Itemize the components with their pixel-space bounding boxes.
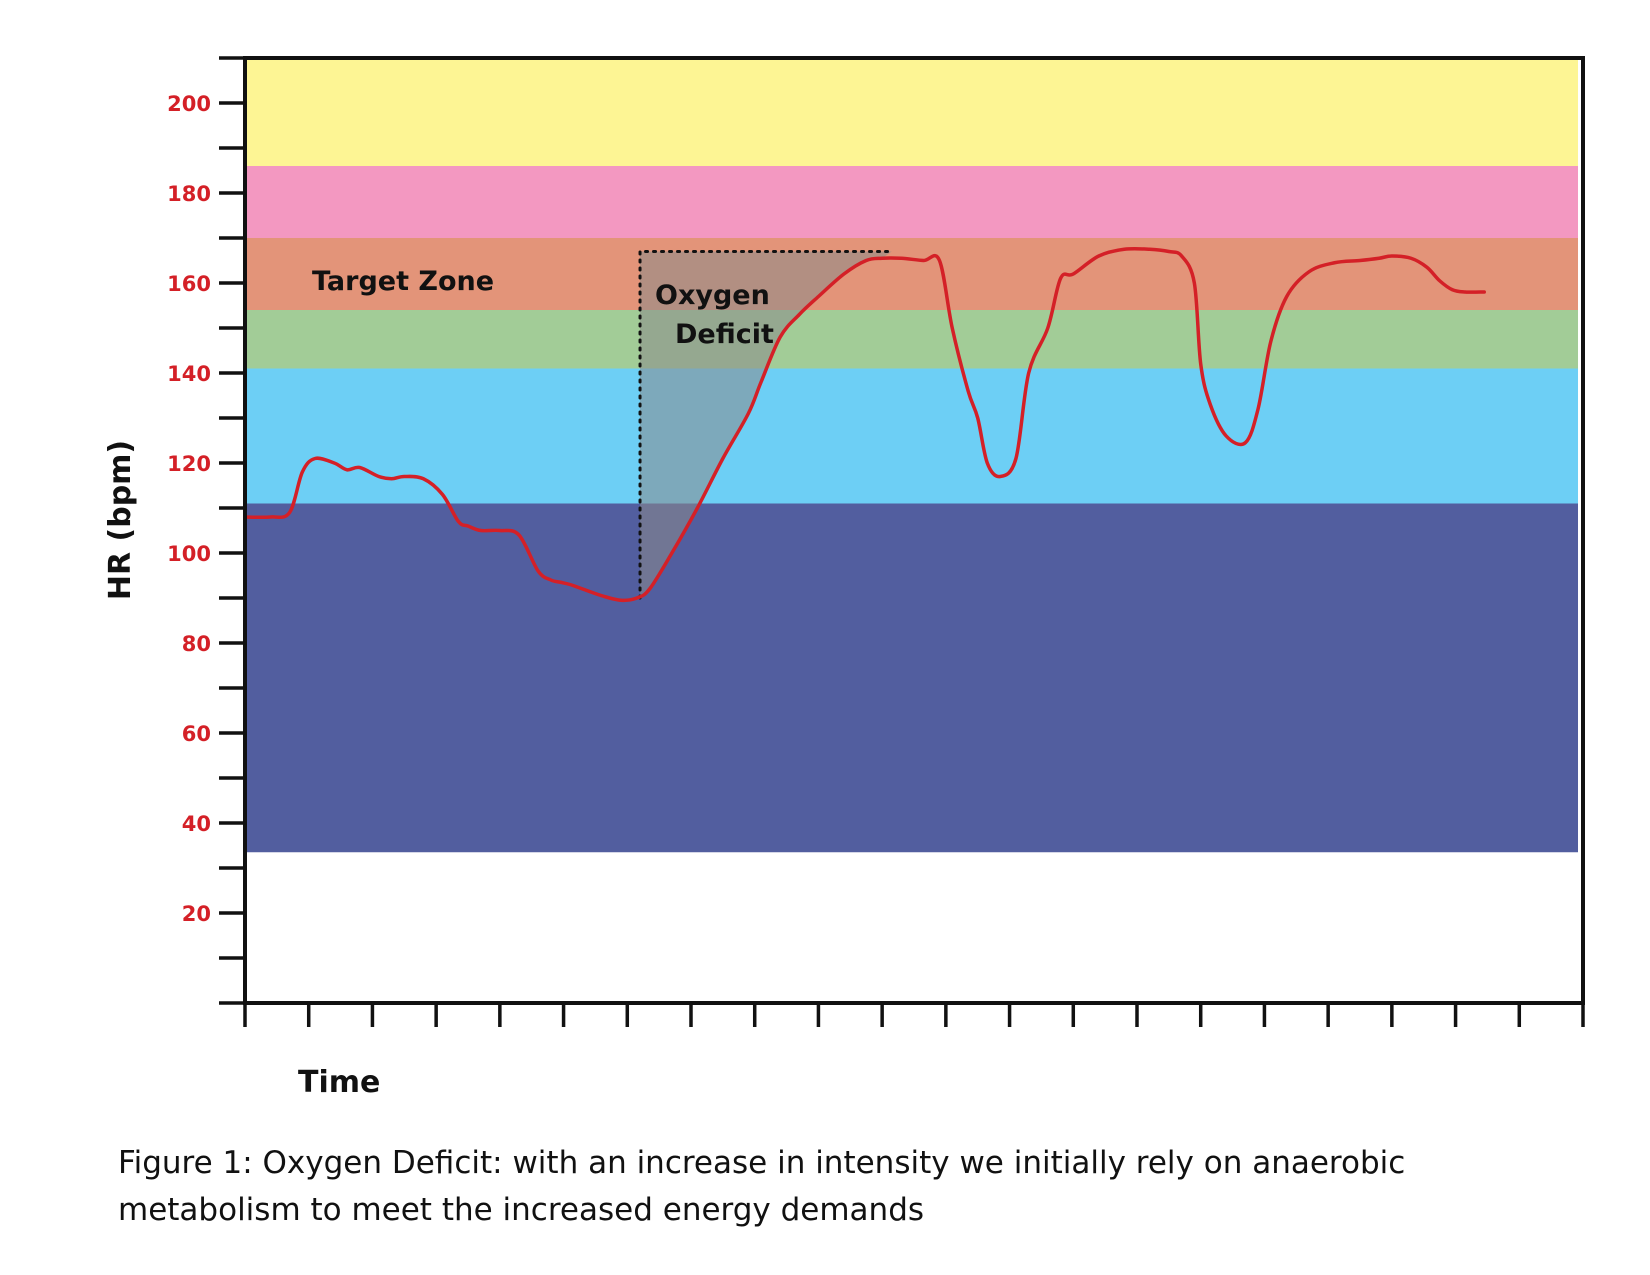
oxygen-deficit-label-line1: Oxygen [655, 280, 770, 311]
y-tick-label: 140 [167, 362, 211, 386]
caption-line-2: metabolism to meet the increased energy … [118, 1192, 925, 1228]
y-tick-label: 120 [167, 452, 211, 476]
hr-series [243, 246, 1486, 603]
zone-band-2 [245, 238, 1578, 310]
figure-caption: Figure 1: Oxygen Deficit: with an increa… [118, 1140, 1598, 1234]
y-tick-label: 200 [167, 92, 211, 116]
hr-zone-bands [245, 58, 1578, 853]
hr-line [243, 246, 1486, 603]
chart-labels: HR (bpm) Time Target Zone Oxygen Deficit [103, 266, 774, 1100]
zone-band-4 [245, 368, 1578, 504]
oxygen-deficit-area [640, 251, 892, 598]
plot-border [243, 56, 1585, 1005]
zone-band-1 [245, 166, 1578, 238]
zone-band-5 [245, 503, 1578, 853]
x-axis-label: Time [298, 1065, 380, 1100]
y-tick-label: 20 [182, 902, 211, 926]
oxygen-deficit-region [638, 250, 894, 600]
plot-frame [243, 56, 1585, 1005]
oxygen-deficit-outline [638, 250, 894, 600]
y-axis-ticks: 20 40 60 80 100 120 140 160 180 200 [167, 56, 245, 1005]
zone-band-0 [245, 58, 1578, 166]
caption-line-1: Figure 1: Oxygen Deficit: with an increa… [118, 1145, 1406, 1181]
y-tick-label: 180 [167, 182, 211, 206]
zone-band-3 [245, 310, 1578, 369]
y-tick-label: 80 [182, 632, 211, 656]
y-tick-label: 160 [167, 272, 211, 296]
y-tick-label: 100 [167, 542, 211, 566]
oxygen-deficit-label-line2: Deficit [675, 319, 774, 350]
y-axis-label: HR (bpm) [103, 440, 138, 600]
target-zone-label: Target Zone [312, 266, 494, 297]
heart-rate-chart: 20 40 60 80 100 120 140 160 180 200 HR (bpm) Time… [103, 56, 1585, 1100]
y-tick-label: 40 [182, 812, 211, 836]
y-tick-label: 60 [182, 722, 211, 746]
x-axis-ticks [243, 1003, 1585, 1027]
